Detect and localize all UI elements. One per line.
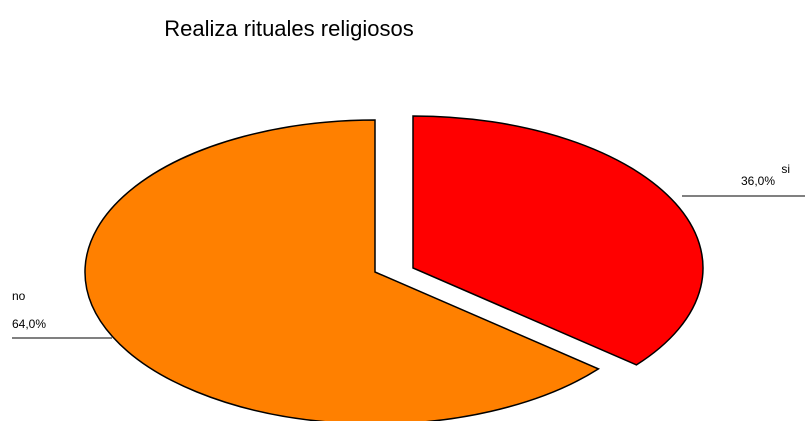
chart-title: Realiza rituales religiosos (164, 16, 413, 41)
pie-slice (412, 115, 704, 366)
slice-value-label: 36,0% (741, 174, 775, 188)
pie-slice (84, 119, 601, 421)
slice-value-label: 64,0% (12, 317, 46, 331)
slice-category-label: no (12, 289, 26, 303)
slice-category-label: si (781, 162, 790, 176)
